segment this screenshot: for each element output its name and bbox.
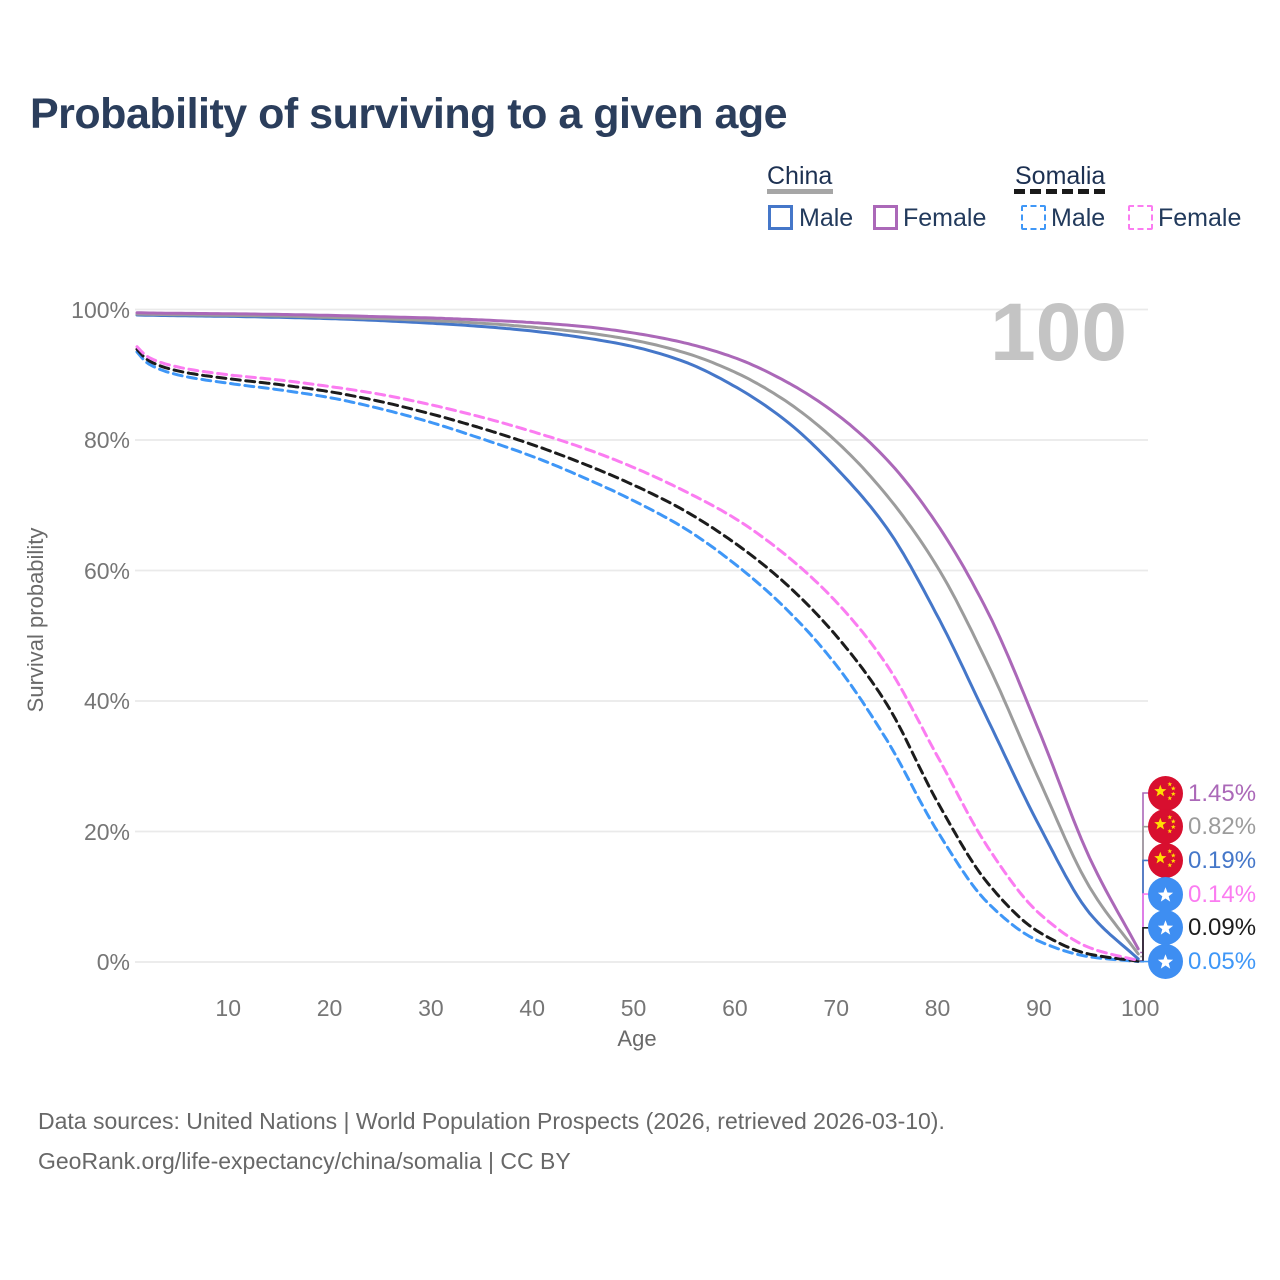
- legend-item-china-female[interactable]: [873, 205, 898, 230]
- series-line-somalia-female[interactable]: [135, 345, 1140, 963]
- legend-item-china-male-label: Male: [799, 204, 854, 232]
- legend-item-china-male[interactable]: [768, 205, 793, 230]
- legend-item-somalia-male[interactable]: [1021, 205, 1046, 230]
- leader-china-both-sexes: [1140, 825, 1151, 958]
- series-line-china-both-sexes[interactable]: [135, 312, 1140, 956]
- series-line-china-female[interactable]: [135, 311, 1140, 951]
- chart-title: Probability of surviving to a given age: [30, 90, 788, 138]
- attribution-note: GeoRank.org/life-expectancy/china/somali…: [38, 1148, 571, 1174]
- legend-swatch-somalia-male[interactable]: [1021, 205, 1046, 230]
- gridlines: [135, 308, 1148, 963]
- hover-age-watermark: 100: [990, 287, 1127, 378]
- legend-swatch-china-female[interactable]: [873, 205, 898, 230]
- legend-swatch-somalia-female[interactable]: [1128, 205, 1153, 230]
- legend-item-somalia-male-label: Male: [1051, 204, 1106, 232]
- data-sources-note: Data sources: United Nations | World Pop…: [38, 1108, 945, 1134]
- series-line-somalia-male[interactable]: [135, 350, 1140, 963]
- legend-item-somalia-female[interactable]: [1128, 205, 1153, 230]
- legend-swatch-china-male[interactable]: [768, 205, 793, 230]
- legend-item-china-female-label: Female: [903, 204, 987, 232]
- series-line-china-male[interactable]: [135, 313, 1140, 961]
- legend-group-somalia-underline: [1014, 189, 1109, 194]
- legend-group-china-underline: [767, 189, 833, 194]
- y-axis-title: Survival probability: [23, 527, 48, 713]
- series-line-somalia-both-sexes[interactable]: [135, 347, 1140, 963]
- legend-group-somalia-label: Somalia: [1015, 162, 1106, 190]
- legend-item-somalia-female-label: Female: [1158, 204, 1242, 232]
- legend-group-china-label: China: [767, 162, 833, 190]
- series-lines: [135, 311, 1140, 963]
- leader-china-male: [1140, 859, 1151, 962]
- x-axis-title: Age: [617, 1026, 657, 1051]
- label-leader-lines: [1140, 792, 1151, 963]
